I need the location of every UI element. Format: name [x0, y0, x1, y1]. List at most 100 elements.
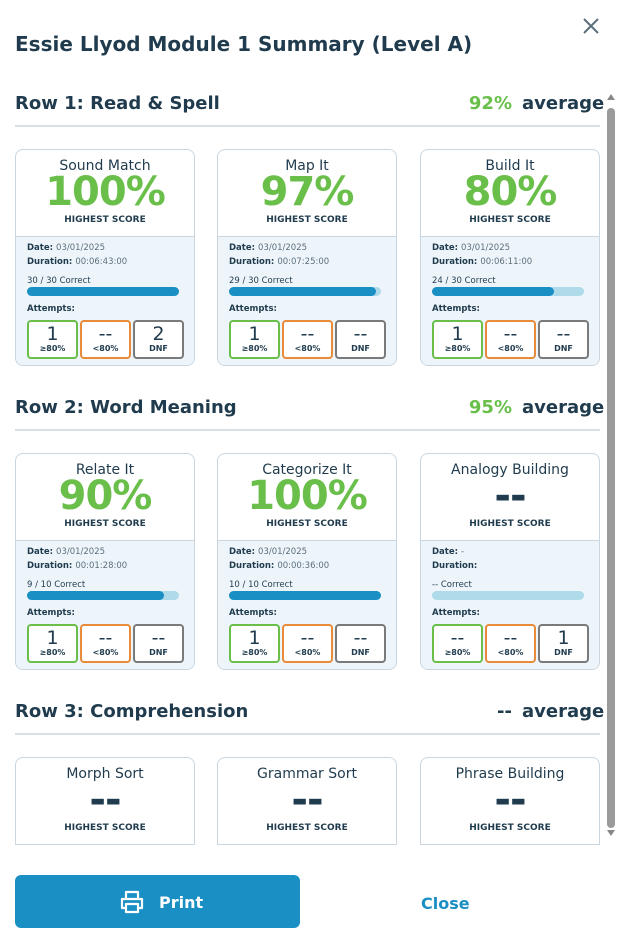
- activity-name: Map It: [285, 158, 329, 174]
- highest-score: 100%: [45, 169, 166, 215]
- average-label: average: [522, 397, 604, 418]
- attempt-category: <80%: [294, 344, 321, 353]
- attempt-category: <80%: [497, 648, 524, 657]
- attempt-category: ≥80%: [241, 344, 268, 353]
- row-average: --: [497, 701, 512, 722]
- row-heading: Row 2: Word Meaning: [15, 397, 237, 418]
- attempt-box: -- <80%: [485, 320, 536, 359]
- attempts: Attempts:: [229, 303, 277, 315]
- attempts: Attempts:: [229, 607, 277, 619]
- attempt-count: 1: [248, 627, 261, 649]
- date-label: Date:: [432, 243, 459, 253]
- print-label: Print: [159, 893, 204, 912]
- date-label: Date:: [229, 547, 256, 557]
- date-label: Date:: [229, 243, 256, 253]
- correct-count: 30 / 30 Correct: [27, 276, 91, 286]
- card-details: [218, 844, 396, 845]
- progress-bar: [27, 591, 164, 600]
- attempt-category: ≥80%: [444, 648, 471, 657]
- scrollbar[interactable]: [604, 92, 618, 842]
- attempt-category: DNF: [554, 648, 573, 657]
- activity-card: Morph Sort -- HIGHEST SCORE: [15, 757, 195, 845]
- attempts-label: Attempts:: [229, 304, 277, 314]
- activity-card: Grammar Sort -- HIGHEST SCORE: [217, 757, 397, 845]
- activity-name: Build It: [485, 158, 535, 174]
- attempt-box: 1 ≥80%: [229, 320, 280, 359]
- row-divider: [15, 733, 600, 735]
- date-value: 03/01/2025: [258, 547, 308, 557]
- attempt-category: <80%: [92, 648, 119, 657]
- attempt-box: -- <80%: [80, 624, 131, 663]
- correct-count: 29 / 30 Correct: [229, 276, 293, 286]
- attempt-box: -- ≥80%: [432, 624, 483, 663]
- row-divider: [15, 429, 600, 431]
- duration-value: 00:06:43:00: [75, 257, 128, 267]
- duration-label: Duration:: [27, 561, 73, 571]
- duration-label: Duration:: [432, 561, 478, 571]
- row-divider: [15, 125, 600, 127]
- date: Date: -: [432, 546, 464, 558]
- attempt-category: DNF: [149, 344, 168, 353]
- attempt-box: -- DNF: [335, 624, 386, 663]
- activity-card: Sound Match 100% HIGHEST SCORE Date: 03/01/2…: [15, 149, 195, 366]
- attempt-count: 1: [451, 323, 464, 345]
- highest-score: 100%: [247, 473, 368, 519]
- duration: Duration: 00:00:36:00: [229, 560, 329, 572]
- duration: Duration: 00:01:28:00: [27, 560, 127, 572]
- date-value: -: [461, 547, 465, 557]
- duration-value: 00:06:11:00: [480, 257, 533, 267]
- attempts: Attempts:: [432, 607, 480, 619]
- attempt-count: --: [450, 627, 465, 649]
- activity-card: Analogy Building -- HIGHEST SCORE Date: - Dur…: [420, 453, 600, 670]
- attempt-count: --: [151, 627, 166, 649]
- highest-score-label: HIGHEST SCORE: [266, 519, 348, 529]
- correct-count: -- Correct: [432, 580, 472, 590]
- duration: Duration: 00:07:25:00: [229, 256, 329, 268]
- average-label: average: [522, 701, 604, 722]
- highest-score-label: HIGHEST SCORE: [64, 215, 146, 225]
- attempt-count: 1: [557, 627, 570, 649]
- activity-card: Relate It 90% HIGHEST SCORE Date: 03/01/2025…: [15, 453, 195, 670]
- date: Date: 03/01/2025: [432, 242, 510, 254]
- duration-label: Duration:: [229, 561, 275, 571]
- date-value: 03/01/2025: [258, 243, 308, 253]
- highest-score: --: [89, 777, 121, 823]
- attempts: Attempts:: [27, 607, 75, 619]
- attempt-count: 2: [152, 323, 165, 345]
- attempt-count: 1: [46, 627, 59, 649]
- attempt-count: --: [353, 323, 368, 345]
- attempt-box: 1 ≥80%: [27, 320, 78, 359]
- attempt-count: 1: [248, 323, 261, 345]
- attempts: Attempts:: [27, 303, 75, 315]
- attempt-category: DNF: [351, 344, 370, 353]
- print-button[interactable]: Print: [15, 875, 300, 928]
- highest-score: 90%: [58, 473, 153, 519]
- date-value: 03/01/2025: [56, 547, 106, 557]
- attempt-box: -- <80%: [80, 320, 131, 359]
- attempt-box: -- DNF: [538, 320, 589, 359]
- printer-icon: [120, 890, 144, 914]
- highest-score-label: HIGHEST SCORE: [469, 215, 551, 225]
- progress-bar: [229, 287, 377, 296]
- date-label: Date:: [27, 243, 54, 253]
- date-label: Date:: [432, 547, 459, 557]
- highest-score-label: HIGHEST SCORE: [64, 519, 146, 529]
- attempt-count: --: [300, 323, 315, 345]
- attempts-label: Attempts:: [229, 608, 277, 618]
- close-icon[interactable]: [582, 17, 600, 35]
- card-details: [16, 844, 194, 845]
- attempt-category: ≥80%: [39, 648, 66, 657]
- duration-value: 00:01:28:00: [75, 561, 128, 571]
- attempt-box: -- <80%: [282, 624, 333, 663]
- attempt-category: <80%: [92, 344, 119, 353]
- attempt-count: --: [353, 627, 368, 649]
- highest-score: 97%: [260, 169, 355, 215]
- close-button[interactable]: Close: [421, 894, 470, 913]
- progress-bar: [432, 287, 554, 296]
- attempt-category: DNF: [554, 344, 573, 353]
- activity-card: Build It 80% HIGHEST SCORE Date: 03/01/2025 D…: [420, 149, 600, 366]
- highest-score-label: HIGHEST SCORE: [266, 823, 348, 833]
- duration-label: Duration:: [229, 257, 275, 267]
- activity-name: Phrase Building: [455, 766, 565, 782]
- scroll-area: Row 1: Read & Spell 92% average Sound Match…: [0, 90, 604, 845]
